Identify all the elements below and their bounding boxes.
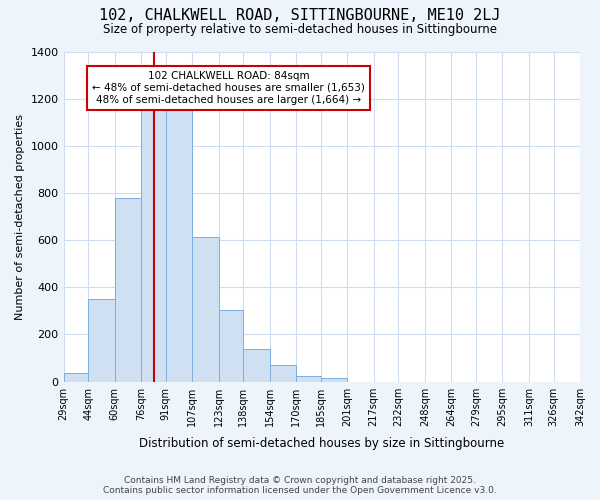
Bar xyxy=(218,310,244,382)
Text: 102, CHALKWELL ROAD, SITTINGBOURNE, ME10 2LJ: 102, CHALKWELL ROAD, SITTINGBOURNE, ME10… xyxy=(99,8,501,22)
Bar xyxy=(141,110,166,382)
Bar xyxy=(64,374,88,382)
Bar xyxy=(270,365,296,382)
Bar xyxy=(115,198,141,382)
Text: Contains HM Land Registry data © Crown copyright and database right 2025.
Contai: Contains HM Land Registry data © Crown c… xyxy=(103,476,497,495)
Bar xyxy=(244,348,270,382)
Bar xyxy=(166,110,192,382)
Text: Size of property relative to semi-detached houses in Sittingbourne: Size of property relative to semi-detach… xyxy=(103,22,497,36)
Text: 102 CHALKWELL ROAD: 84sqm
← 48% of semi-detached houses are smaller (1,653)
48% : 102 CHALKWELL ROAD: 84sqm ← 48% of semi-… xyxy=(92,72,365,104)
Bar xyxy=(321,378,347,382)
Y-axis label: Number of semi-detached properties: Number of semi-detached properties xyxy=(15,114,25,320)
Bar xyxy=(296,376,321,382)
X-axis label: Distribution of semi-detached houses by size in Sittingbourne: Distribution of semi-detached houses by … xyxy=(139,437,505,450)
Bar xyxy=(192,236,218,382)
Bar xyxy=(88,299,115,382)
